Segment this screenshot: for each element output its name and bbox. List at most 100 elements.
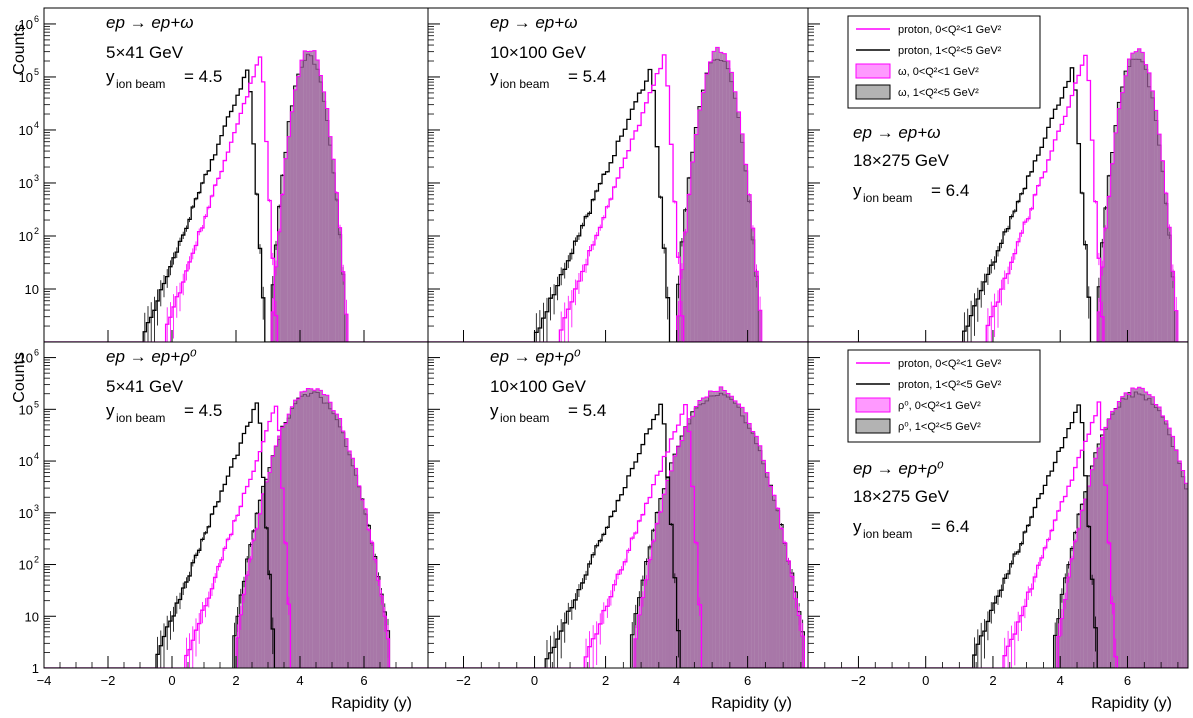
meson-low-q2-hist-bin [242, 594, 246, 668]
meson-low-q2-hist-bin [1144, 392, 1148, 668]
y-tick-label: 10 [25, 609, 39, 624]
meson-low-q2-hist-bin [328, 136, 332, 342]
proton-low-q2-line [44, 405, 428, 668]
x-tick-label: −4 [37, 673, 52, 688]
meson-low-q2-hist-bin [1063, 599, 1067, 668]
meson-low-q2-hist-bin [751, 228, 755, 342]
figure-ylabel-bottom: Counts [11, 352, 28, 403]
meson-low-q2-hist-bin [319, 390, 323, 668]
meson-low-q2-hist-bin [1144, 64, 1148, 342]
ybeam-symbol: y [106, 67, 115, 86]
meson-low-q2-hist-bin [354, 468, 358, 668]
meson-low-q2-hist-bin [1130, 387, 1135, 668]
meson-low-q2-hist-bin [328, 402, 332, 668]
y-tick-label-exponent: 2 [34, 555, 39, 565]
meson-low-q2-hist-bin [1124, 75, 1128, 342]
meson-low-q2-hist-bin [335, 414, 339, 668]
meson-low-q2-hist-bin [690, 162, 695, 342]
meson-low-q2-hist-bin [1110, 411, 1115, 668]
meson-low-q2-hist-bin [1171, 436, 1175, 668]
meson-low-q2-hist-bin [300, 60, 304, 342]
meson-low-q2-hist-bin [376, 580, 380, 668]
meson-low-q2-hist-bin [1147, 394, 1152, 668]
x-tick-label: 2 [602, 673, 609, 688]
meson-low-q2-hist-bin [1157, 134, 1162, 342]
meson-low-q2-hist-bin [274, 445, 278, 668]
meson-low-q2-hist-bin [705, 396, 709, 668]
meson-low-q2-hist-bin [1154, 404, 1158, 668]
meson-low-q2-hist-bin [754, 436, 759, 668]
meson-low-q2-hist-bin [364, 508, 368, 668]
meson-low-q2-hist-bin [271, 456, 275, 668]
ybeam-subscript: ion beam [863, 527, 912, 541]
y-tick-label: 10 [19, 176, 33, 191]
meson-low-q2-hist-bin [312, 390, 316, 668]
meson-low-q2-hist-bin [1114, 132, 1118, 342]
meson-low-q2-hist-outline [808, 48, 1188, 342]
y-tick-label: 10 [19, 229, 33, 244]
meson-low-q2-hist-bin [280, 194, 284, 342]
meson-low-q2-hist-bin [687, 194, 691, 342]
proton-high-q2-line [428, 403, 808, 668]
meson-low-q2-hist-bin [655, 523, 659, 668]
panel-3: ep → ep+ω 18×275 GeV y ion beam = 6.4 proton,… [807, 7, 1189, 343]
meson-low-q2-hist-bin [708, 61, 713, 342]
meson-low-q2-hist-bin [280, 427, 284, 668]
meson-low-q2-hist-bin [736, 111, 741, 342]
panel-4-plot-area [44, 387, 428, 668]
legend-entry-label: ρ⁰, 0<Q²<1 GeV² [898, 400, 981, 412]
meson-low-q2-hist-bin [303, 391, 307, 668]
meson-low-q2-hist-bin [722, 53, 727, 342]
meson-low-q2-hist-bin [1090, 469, 1094, 668]
meson-low-q2-hist-bin [277, 231, 281, 342]
ybeam-symbol: y [106, 401, 115, 420]
meson-low-q2-hist-bin [1134, 51, 1138, 342]
meson-low-q2-hist-bin [255, 528, 259, 668]
meson-low-q2-hist-bin [325, 395, 329, 668]
meson-low-q2-hist-bin [1070, 558, 1074, 668]
meson-low-q2-hist-bin [726, 393, 730, 668]
meson-low-q2-hist-bin [1087, 485, 1091, 668]
meson-low-q2-hist-bin [309, 388, 313, 668]
legend-entry-label: ω, 1<Q²<5 GeV² [898, 87, 979, 99]
meson-low-q2-hist-bin [697, 400, 702, 668]
proton-high-q2-line [44, 402, 428, 668]
meson-low-q2-hist-bin [758, 445, 762, 668]
proton-low-q2-line [428, 403, 808, 668]
meson-low-q2-hist-bin [662, 494, 666, 668]
meson-low-q2-hist-bin [648, 559, 652, 668]
meson-low-q2-hist-bin [1107, 196, 1111, 342]
meson-low-q2-hist-bin [768, 486, 773, 668]
meson-low-q2-hist-bin [344, 438, 348, 668]
meson-low-q2-hist-bin [312, 50, 316, 342]
ybeam-subscript: ion beam [863, 191, 912, 205]
ybeam-symbol: y [853, 517, 862, 536]
x-tick-label: 0 [922, 673, 929, 688]
panel-5: −2 0 2 4 6 ep → ep+ρ⁰ 10×100 GeV y ion beam = 5.4 [427, 341, 809, 688]
meson-low-q2-hist-bin [669, 470, 674, 668]
energy-label: 5×41 GeV [106, 43, 184, 62]
energy-label: 5×41 GeV [106, 377, 184, 396]
y-tick-label-exponent: 6 [34, 348, 39, 358]
meson-low-q2-hist-bin [1164, 420, 1168, 668]
meson-low-q2-hist-bin [701, 92, 706, 342]
meson-low-q2-hist-bin [697, 109, 702, 342]
x-tick-label: −2 [101, 673, 116, 688]
meson-low-q2-hist-bin [1093, 458, 1098, 668]
legend-box-swatch [855, 84, 891, 100]
meson-low-q2-hist-bin [341, 271, 345, 342]
meson-low-q2-hist-bin [722, 390, 727, 668]
meson-low-q2-hist-bin [1154, 110, 1158, 342]
meson-low-q2-hist-bin [1140, 52, 1145, 342]
y-tick-label: 1 [32, 661, 39, 676]
meson-low-q2-hist-bin [1110, 163, 1115, 342]
meson-low-q2-hist-bin [708, 391, 713, 668]
meson-low-q2-hist-bin [772, 495, 777, 668]
panel-5-plot-area [428, 386, 808, 668]
y-tick-label-exponent: 5 [34, 67, 39, 77]
y-tick-label: 10 [25, 282, 39, 297]
meson-low-q2-hist-bin [665, 480, 670, 668]
meson-low-q2-hist-bin [293, 89, 297, 342]
meson-low-q2-hist-bin [322, 91, 326, 342]
